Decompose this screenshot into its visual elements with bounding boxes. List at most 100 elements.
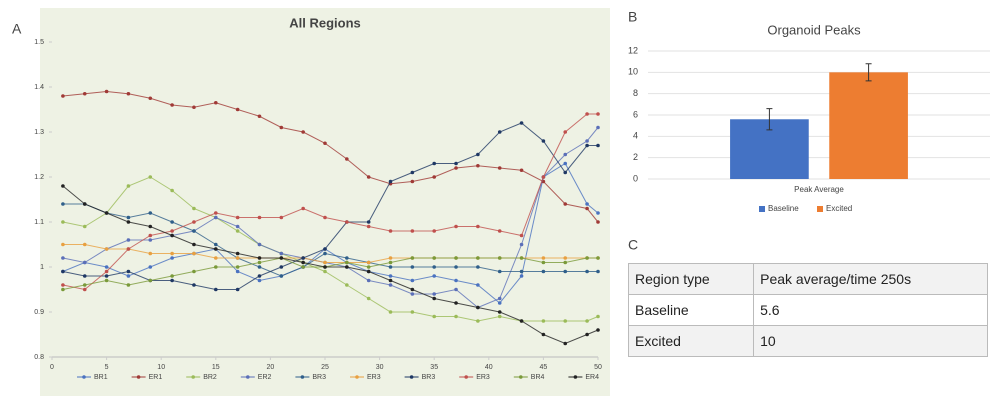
data-point (596, 211, 600, 215)
table: Region type Peak average/time 250s Basel… (627, 263, 988, 357)
data-point (596, 256, 600, 260)
table-cell: 10 (753, 325, 988, 357)
error-bar (865, 63, 872, 82)
data-point (432, 175, 437, 179)
data-point (585, 202, 589, 206)
data-point (82, 287, 87, 292)
data-point (104, 247, 109, 251)
data-point (454, 278, 458, 283)
data-point (454, 301, 458, 305)
panel-label: A (12, 21, 22, 37)
data-point (410, 265, 415, 269)
data-point (497, 296, 502, 301)
data-point (432, 314, 437, 319)
legend-marker (191, 375, 195, 379)
data-point (388, 278, 393, 283)
series-line (62, 185, 599, 345)
data-point (388, 283, 393, 287)
data-point (366, 296, 371, 301)
y-tick-label: 0 (633, 173, 638, 183)
data-point (519, 121, 524, 125)
data-point (214, 100, 218, 105)
y-tick-label: 8 (633, 88, 638, 98)
legend-marker (136, 375, 141, 379)
x-tick-label: 5 (105, 364, 109, 371)
data-point (235, 269, 240, 274)
data-point (585, 319, 589, 323)
chart-title: Organoid Peaks (767, 22, 861, 37)
data-point (454, 256, 458, 260)
table-cell: Region type (627, 263, 755, 295)
data-point (214, 256, 218, 260)
data-point (596, 143, 600, 148)
table-row: Baseline 5.6 (627, 294, 988, 326)
data-point (235, 287, 240, 292)
data-point (432, 292, 437, 296)
data-point (126, 283, 131, 287)
series-line (62, 113, 598, 291)
table-cell: Excited (627, 325, 755, 357)
legend-marker (246, 375, 250, 379)
data-point (235, 229, 240, 233)
data-point (61, 184, 65, 188)
data-point (170, 229, 174, 233)
data-point (519, 274, 524, 278)
data-point (235, 265, 240, 269)
legend-marker (300, 375, 305, 379)
series-line (62, 203, 598, 277)
data-point (148, 175, 153, 179)
data-point (323, 265, 327, 269)
data-point (170, 233, 174, 238)
data-point (476, 265, 480, 269)
data-point (126, 215, 131, 220)
data-point (388, 265, 393, 269)
y-tick-label: 1 (40, 264, 44, 271)
data-point (563, 170, 568, 175)
data-point (126, 184, 131, 188)
data-point (126, 269, 131, 274)
data-point (410, 256, 415, 260)
legend-swatch (759, 206, 765, 212)
legend-label: Baseline (768, 204, 799, 213)
data-point (519, 256, 524, 260)
data-point (563, 161, 568, 166)
data-point (585, 269, 589, 274)
data-point (596, 269, 600, 274)
data-point (563, 269, 568, 274)
data-point (519, 269, 524, 274)
data-point (596, 220, 600, 224)
legend-marker (409, 375, 414, 379)
data-point (585, 332, 589, 337)
legend-label: ER4 (585, 374, 599, 381)
data-point (301, 206, 305, 211)
data-point (519, 233, 524, 238)
data-point (126, 247, 131, 251)
data-point (104, 265, 109, 269)
error-bar (766, 108, 773, 131)
data-point (279, 265, 284, 269)
data-point (345, 157, 349, 161)
data-point (366, 224, 371, 229)
data-point (279, 125, 284, 130)
y-tick-label: 0.9 (34, 309, 44, 316)
legend-marker (82, 375, 86, 379)
legend-marker (573, 375, 578, 379)
data-point (214, 287, 218, 292)
data-point (541, 256, 546, 260)
legend-label: ER3 (476, 374, 490, 381)
data-point (257, 114, 262, 119)
data-point (541, 269, 546, 274)
data-point (82, 274, 87, 278)
data-point (192, 283, 196, 287)
data-point (541, 260, 546, 265)
data-point (541, 332, 546, 337)
y-tick-label: 10 (628, 67, 638, 77)
data-point (235, 256, 240, 260)
data-point (82, 260, 87, 265)
data-point (410, 278, 415, 283)
data-point (61, 269, 65, 274)
data-point (148, 224, 153, 229)
y-tick-label: 1.5 (34, 39, 44, 46)
bar (829, 72, 908, 179)
y-tick-label: 4 (633, 131, 638, 141)
